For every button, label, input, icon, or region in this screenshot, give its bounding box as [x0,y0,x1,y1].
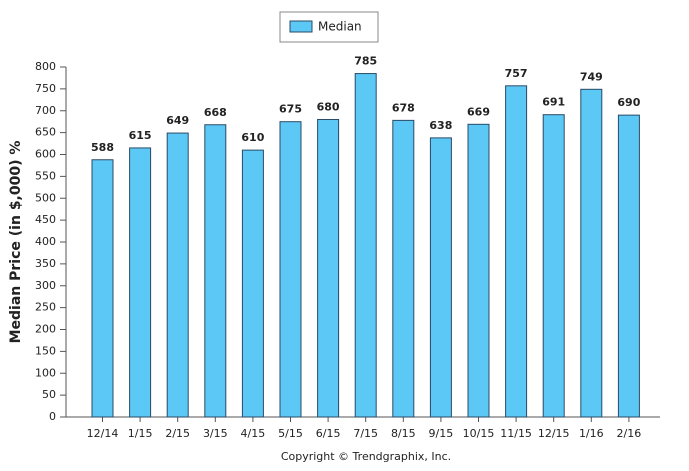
data-label: 749 [580,70,603,83]
y-tick-label: 800 [35,60,56,73]
data-label: 588 [91,141,114,154]
x-tick-label: 4/15 [241,427,266,440]
bar [467,123,490,418]
data-label: 669 [467,105,490,118]
legend-swatch [289,20,313,33]
bar [542,114,565,418]
y-tick-label: 650 [35,126,56,139]
bar [317,119,340,418]
x-tick-label: 7/15 [353,427,378,440]
bar [279,121,302,418]
data-label: 785 [354,55,377,68]
y-tick-label: 750 [35,82,56,95]
data-label: 649 [166,114,189,127]
bar [241,149,264,418]
bar [392,119,415,418]
bar [166,132,189,418]
y-tick-label: 300 [35,279,56,292]
x-tick-label: 2/16 [617,427,642,440]
data-label: 691 [542,96,565,109]
data-label: 638 [429,119,452,132]
y-tick-label: 450 [35,213,56,226]
x-tick-label: 9/15 [429,427,454,440]
y-tick-label: 350 [35,257,56,270]
x-tick-label: 6/15 [316,427,341,440]
y-tick-label: 100 [35,366,56,379]
data-label: 680 [317,101,340,114]
y-tick-label: 200 [35,323,56,336]
y-tick-label: 0 [49,410,56,423]
bar [429,137,452,418]
data-label: 668 [204,106,227,119]
bar [580,88,603,418]
data-label: 615 [129,129,152,142]
y-tick-label: 50 [42,388,56,401]
x-tick-label: 8/15 [391,427,416,440]
legend-label: Median [318,20,362,34]
data-label: 675 [279,103,302,116]
x-tick-label: 1/15 [128,427,153,440]
bar [91,159,114,418]
data-label: 678 [392,101,415,114]
data-label: 690 [617,96,640,109]
x-tick-label: 3/15 [203,427,228,440]
x-tick-label: 1/16 [579,427,604,440]
y-tick-label: 550 [35,169,56,182]
bar [204,124,227,418]
data-label: 610 [241,131,264,144]
y-tick-label: 400 [35,235,56,248]
bar [354,73,377,418]
x-tick-label: 2/15 [165,427,190,440]
x-tick-label: 11/15 [500,427,532,440]
x-tick-label: 5/15 [278,427,303,440]
footer: Copyright © Trendgraphix, Inc. [281,450,451,463]
y-tick-label: 700 [35,104,56,117]
bar [129,147,152,418]
y-tick-label: 250 [35,301,56,314]
bar [505,85,528,418]
data-label: 757 [505,67,528,80]
y-tick-label: 600 [35,148,56,161]
y-tick-label: 500 [35,191,56,204]
y-axis-label: Median Price (in $,000) % [8,141,24,344]
x-tick-label: 10/15 [463,427,495,440]
bar [617,114,640,418]
x-tick-label: 12/15 [538,427,570,440]
x-tick-label: 12/14 [87,427,119,440]
y-tick-label: 150 [35,344,56,357]
